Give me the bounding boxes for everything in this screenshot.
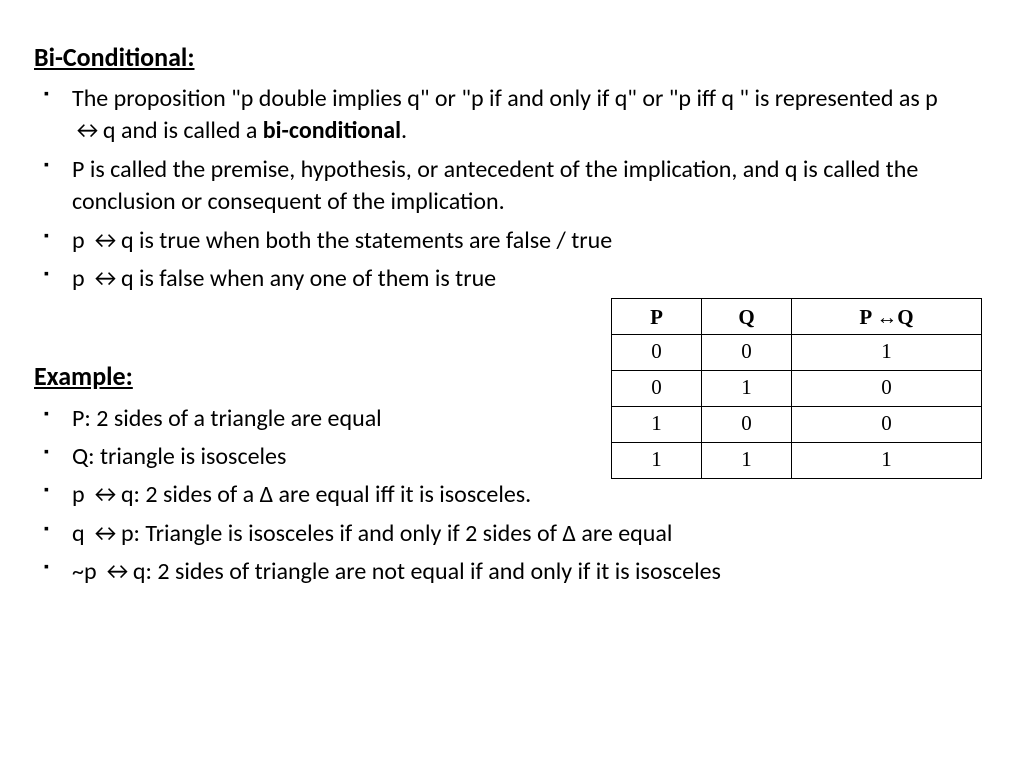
table-cell: 1	[792, 335, 982, 371]
bullet-text: p ↔q is false when any one of them is tr…	[72, 264, 496, 293]
bullet-text: The proposition "p double implies q" or …	[72, 84, 938, 145]
bullet-item: ~p ↔q: 2 sides of triangle are not equal…	[54, 556, 984, 588]
table-row: 1 1 1	[612, 443, 982, 479]
table-cell: 1	[612, 443, 702, 479]
bullet-item: p ↔q: 2 sides of a Δ are equal iff it is…	[54, 479, 984, 511]
table-header: Q	[702, 299, 792, 335]
table-row: 0 0 1	[612, 335, 982, 371]
table-header: P ↔Q	[792, 299, 982, 335]
bullet-item: The proposition "p double implies q" or …	[54, 83, 984, 148]
table-cell: 0	[702, 407, 792, 443]
table-header: P	[612, 299, 702, 335]
bullets-definition: The proposition "p double implies q" or …	[54, 83, 984, 295]
table-cell: 0	[612, 335, 702, 371]
bullet-item: P is called the premise, hypothesis, or …	[54, 154, 984, 219]
bullet-text: p ↔q is true when both the statements ar…	[72, 226, 612, 255]
table-header-row: P Q P ↔Q	[612, 299, 982, 335]
table-cell: 1	[612, 407, 702, 443]
bullet-text: Q: triangle is isosceles	[72, 442, 286, 471]
table-row: 1 0 0	[612, 407, 982, 443]
table-cell: 0	[702, 335, 792, 371]
table-cell: 1	[702, 371, 792, 407]
heading-biconditional: Bi-Conditional:	[34, 40, 984, 75]
bullet-item: q ↔p: Triangle is isosceles if and only …	[54, 518, 984, 550]
bullet-text: p ↔q: 2 sides of a Δ are equal iff it is…	[72, 480, 531, 509]
bullet-item: p ↔q is false when any one of them is tr…	[54, 263, 984, 295]
table-cell: 0	[612, 371, 702, 407]
bullet-text: P: 2 sides of a triangle are equal	[72, 404, 382, 433]
bullet-text: q ↔p: Triangle is isosceles if and only …	[72, 519, 672, 548]
bullet-text: P is called the premise, hypothesis, or …	[72, 155, 918, 216]
bullet-text: .	[401, 116, 407, 145]
table-cell: 0	[792, 407, 982, 443]
bullet-bold: bi-conditional	[263, 116, 401, 145]
bullet-text: ~p ↔q: 2 sides of triangle are not equal…	[72, 557, 721, 586]
table-cell: 1	[792, 443, 982, 479]
table-cell: 0	[792, 371, 982, 407]
bullet-item: p ↔q is true when both the statements ar…	[54, 225, 984, 257]
truth-table: P Q P ↔Q 0 0 1 0 1 0 1 0 0 1 1 1	[611, 298, 982, 479]
table-row: 0 1 0	[612, 371, 982, 407]
table-cell: 1	[702, 443, 792, 479]
